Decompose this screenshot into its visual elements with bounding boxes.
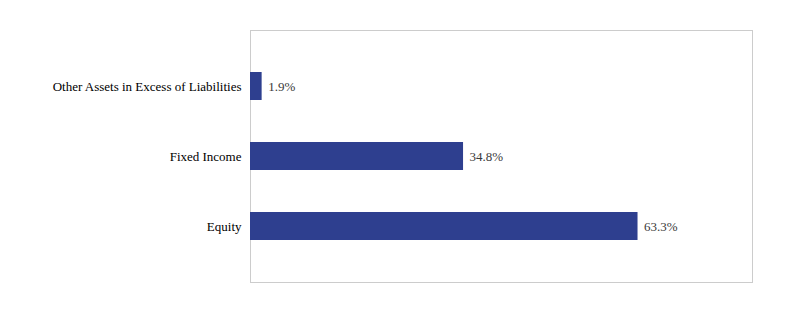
svg-text:1.9%: 1.9%: [268, 79, 295, 94]
svg-text:Fixed Income: Fixed Income: [170, 149, 242, 164]
svg-text:Equity: Equity: [207, 219, 242, 234]
svg-text:Other Assets in Excess of Liab: Other Assets in Excess of Liabilities: [53, 79, 242, 94]
svg-text:63.3%: 63.3%: [644, 219, 678, 234]
svg-text:34.8%: 34.8%: [470, 149, 504, 164]
